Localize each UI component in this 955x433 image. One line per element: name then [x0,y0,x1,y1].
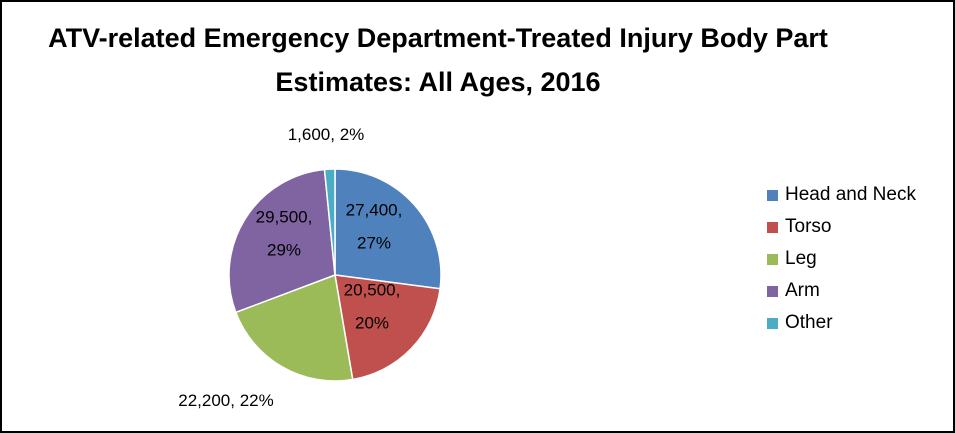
legend-label: Leg [785,248,817,269]
legend-label: Other [785,312,833,333]
chart-title-line-1: ATV-related Emergency Department-Treated… [48,23,828,53]
legend-swatch [767,253,778,265]
legend-item-torso: Torso [767,211,916,243]
legend-item-leg: Leg [767,243,916,275]
legend-item-other: Other [767,307,916,339]
legend-swatch [767,221,778,233]
data-label-line: 1,600, 2% [288,125,365,144]
pie-slice-other [323,168,336,276]
data-label-line: 20% [355,314,389,333]
legend-item-head-and-neck: Head and Neck [767,179,916,211]
legend-label: Head and Neck [785,184,916,205]
legend-label: Torso [785,216,832,237]
legend-label: Arm [785,280,820,301]
data-label-arm: 29,500, 29% [256,208,313,260]
pie-slice-torso [334,274,441,381]
chart-title-line-2: Estimates: All Ages, 2016 [275,67,601,97]
pie-labels: 27,400, 27%20,500, 20%22,200, 22%29,500, 29… [178,125,402,410]
data-label-line: 29% [267,241,301,260]
data-label-leg: 22,200, 22% [178,391,273,410]
data-label-line: 20,500, [344,281,401,300]
data-label-line: 27% [357,234,391,253]
data-label-line: 29,500, [256,208,313,227]
legend: Head and Neck Torso Leg Arm Other [767,179,916,339]
pie-slice-head-and-neck [334,168,442,290]
pie-slices [228,168,442,382]
data-label-line: 27,400, [346,201,403,220]
legend-swatch [767,285,778,297]
data-label-torso: 20,500, 20% [344,281,401,333]
legend-swatch [767,189,778,201]
legend-item-arm: Arm [767,275,916,307]
data-label-line: 22,200, 22% [178,391,273,410]
legend-swatch [767,317,778,329]
data-label-head-and-neck: 27,400, 27% [346,201,403,253]
chart-title: ATV-related Emergency Department-Treated… [2,16,874,104]
pie-slice-arm [228,168,336,314]
data-label-other: 1,600, 2% [288,125,365,144]
